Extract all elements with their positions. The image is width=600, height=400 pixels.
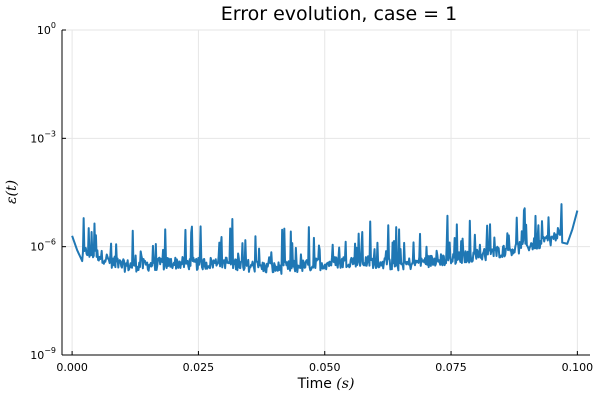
series-line (71, 203, 579, 275)
x-axis-label-unit: (s) (336, 376, 354, 392)
y-tick-label: 10−9 (30, 346, 56, 362)
chart-title: Error evolution, case = 1 (221, 3, 457, 25)
grid (62, 29, 590, 356)
x-axis-label: Time (s) (297, 376, 355, 392)
y-tick-label: 10−3 (30, 129, 56, 145)
x-tick-label: 0.075 (435, 361, 467, 374)
y-axis-ticks: 10−9 10−6 10−3 100 (30, 21, 66, 362)
x-tick-label: 0.000 (56, 361, 88, 374)
x-tick-label: 0.050 (309, 361, 341, 374)
x-axis-label-text: Time (297, 376, 332, 392)
series-layer (71, 203, 579, 275)
y-tick-label: 10−6 (30, 238, 56, 254)
x-tick-label: 0.100 (562, 361, 594, 374)
x-axis-ticks: 0.000 0.025 0.050 0.075 0.100 (56, 351, 593, 374)
y-axis-label: ε(t) (4, 180, 20, 204)
x-tick-label: 0.025 (183, 361, 215, 374)
y-tick-label: 100 (37, 21, 56, 37)
